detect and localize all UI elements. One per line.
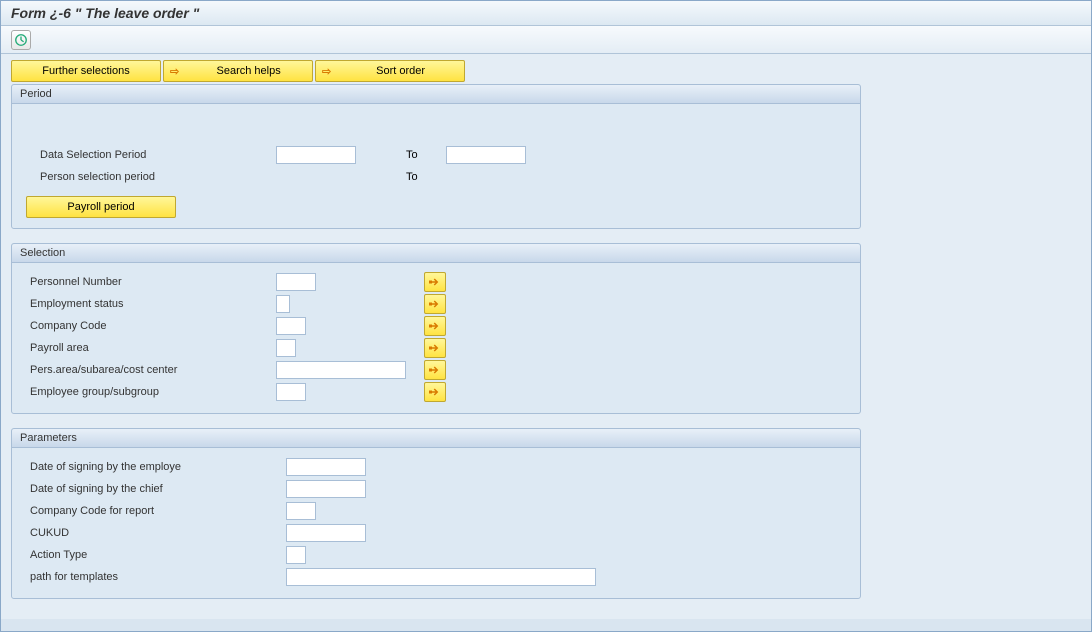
- field-label: Company Code: [26, 320, 276, 332]
- parameter-row: Action Type: [26, 544, 846, 566]
- selection-input[interactable]: [276, 317, 306, 335]
- selection-input[interactable]: [276, 383, 306, 401]
- group-body: Data Selection Period To Person selectio…: [12, 104, 860, 228]
- multiple-selection-button[interactable]: [424, 382, 446, 402]
- parameter-row: Date of signing by the employe: [26, 456, 846, 478]
- data-selection-to-input[interactable]: [446, 146, 526, 164]
- selection-row: Personnel Number: [26, 271, 846, 293]
- field-label: Payroll area: [26, 342, 276, 354]
- group-header: Selection: [12, 244, 860, 263]
- parameter-input[interactable]: [286, 502, 316, 520]
- selection-row: Employment status: [26, 293, 846, 315]
- button-label: Sort order: [337, 65, 464, 77]
- field-label: Company Code for report: [26, 505, 286, 517]
- parameter-input[interactable]: [286, 480, 366, 498]
- field-label: Date of signing by the chief: [26, 483, 286, 495]
- payroll-period-button[interactable]: Payroll period: [26, 196, 176, 218]
- field-label: Employee group/subgroup: [26, 386, 276, 398]
- button-label: Payroll period: [67, 201, 134, 213]
- further-selections-button[interactable]: Further selections: [11, 60, 161, 82]
- title-bar: Form ¿-6 " The leave order ": [1, 1, 1091, 26]
- group-header: Period: [12, 85, 860, 104]
- data-selection-from-input[interactable]: [276, 146, 356, 164]
- multiple-selection-button[interactable]: [424, 294, 446, 314]
- to-label: To: [396, 171, 446, 183]
- content-area: Further selections ⇨ Search helps ⇨ Sort…: [1, 54, 1091, 619]
- selection-input[interactable]: [276, 339, 296, 357]
- group-title: Period: [20, 88, 52, 100]
- field-label: Employment status: [26, 298, 276, 310]
- field-label: Action Type: [26, 549, 286, 561]
- selection-input[interactable]: [276, 361, 406, 379]
- group-title: Parameters: [20, 432, 77, 444]
- parameter-row: path for templates: [26, 566, 846, 588]
- parameter-row: Date of signing by the chief: [26, 478, 846, 500]
- execute-icon[interactable]: [11, 30, 31, 50]
- selection-input[interactable]: [276, 295, 290, 313]
- parameter-row: Company Code for report: [26, 500, 846, 522]
- period-group: Period Data Selection Period To Person s…: [11, 84, 861, 229]
- parameters-group: Parameters Date of signing by the employ…: [11, 428, 861, 599]
- arrow-right-icon: ⇨: [170, 65, 179, 78]
- multiple-selection-button[interactable]: [424, 272, 446, 292]
- field-label: Date of signing by the employe: [26, 461, 286, 473]
- parameter-input[interactable]: [286, 568, 596, 586]
- sort-order-button[interactable]: ⇨ Sort order: [315, 60, 465, 82]
- parameter-input[interactable]: [286, 524, 366, 542]
- group-header: Parameters: [12, 429, 860, 448]
- parameter-input[interactable]: [286, 458, 366, 476]
- field-label: Pers.area/subarea/cost center: [26, 364, 276, 376]
- app-window: Form ¿-6 " The leave order " Further sel…: [0, 0, 1092, 632]
- toolbar: [1, 26, 1091, 54]
- multiple-selection-button[interactable]: [424, 360, 446, 380]
- selection-group: Selection Personnel Number Employment sta…: [11, 243, 861, 414]
- button-label: Search helps: [185, 65, 312, 77]
- page-title: Form ¿-6 " The leave order ": [11, 5, 199, 21]
- selection-row: Company Code: [26, 315, 846, 337]
- button-label: Further selections: [42, 65, 129, 77]
- button-row: Further selections ⇨ Search helps ⇨ Sort…: [11, 60, 1081, 82]
- to-label: To: [396, 149, 446, 161]
- field-label: Personnel Number: [26, 276, 276, 288]
- arrow-right-icon: ⇨: [322, 65, 331, 78]
- person-selection-row: Person selection period To: [26, 166, 846, 188]
- selection-row: Employee group/subgroup: [26, 381, 846, 403]
- selection-row: Pers.area/subarea/cost center: [26, 359, 846, 381]
- data-selection-row: Data Selection Period To: [26, 144, 846, 166]
- parameter-input[interactable]: [286, 546, 306, 564]
- group-body: Date of signing by the employe Date of si…: [12, 448, 860, 598]
- multiple-selection-button[interactable]: [424, 316, 446, 336]
- field-label: Data Selection Period: [26, 149, 276, 161]
- selection-row: Payroll area: [26, 337, 846, 359]
- selection-input[interactable]: [276, 273, 316, 291]
- field-label: Person selection period: [26, 171, 276, 183]
- search-helps-button[interactable]: ⇨ Search helps: [163, 60, 313, 82]
- field-label: CUKUD: [26, 527, 286, 539]
- group-title: Selection: [20, 247, 65, 259]
- field-label: path for templates: [26, 571, 286, 583]
- parameter-row: CUKUD: [26, 522, 846, 544]
- multiple-selection-button[interactable]: [424, 338, 446, 358]
- group-body: Personnel Number Employment status Company…: [12, 263, 860, 413]
